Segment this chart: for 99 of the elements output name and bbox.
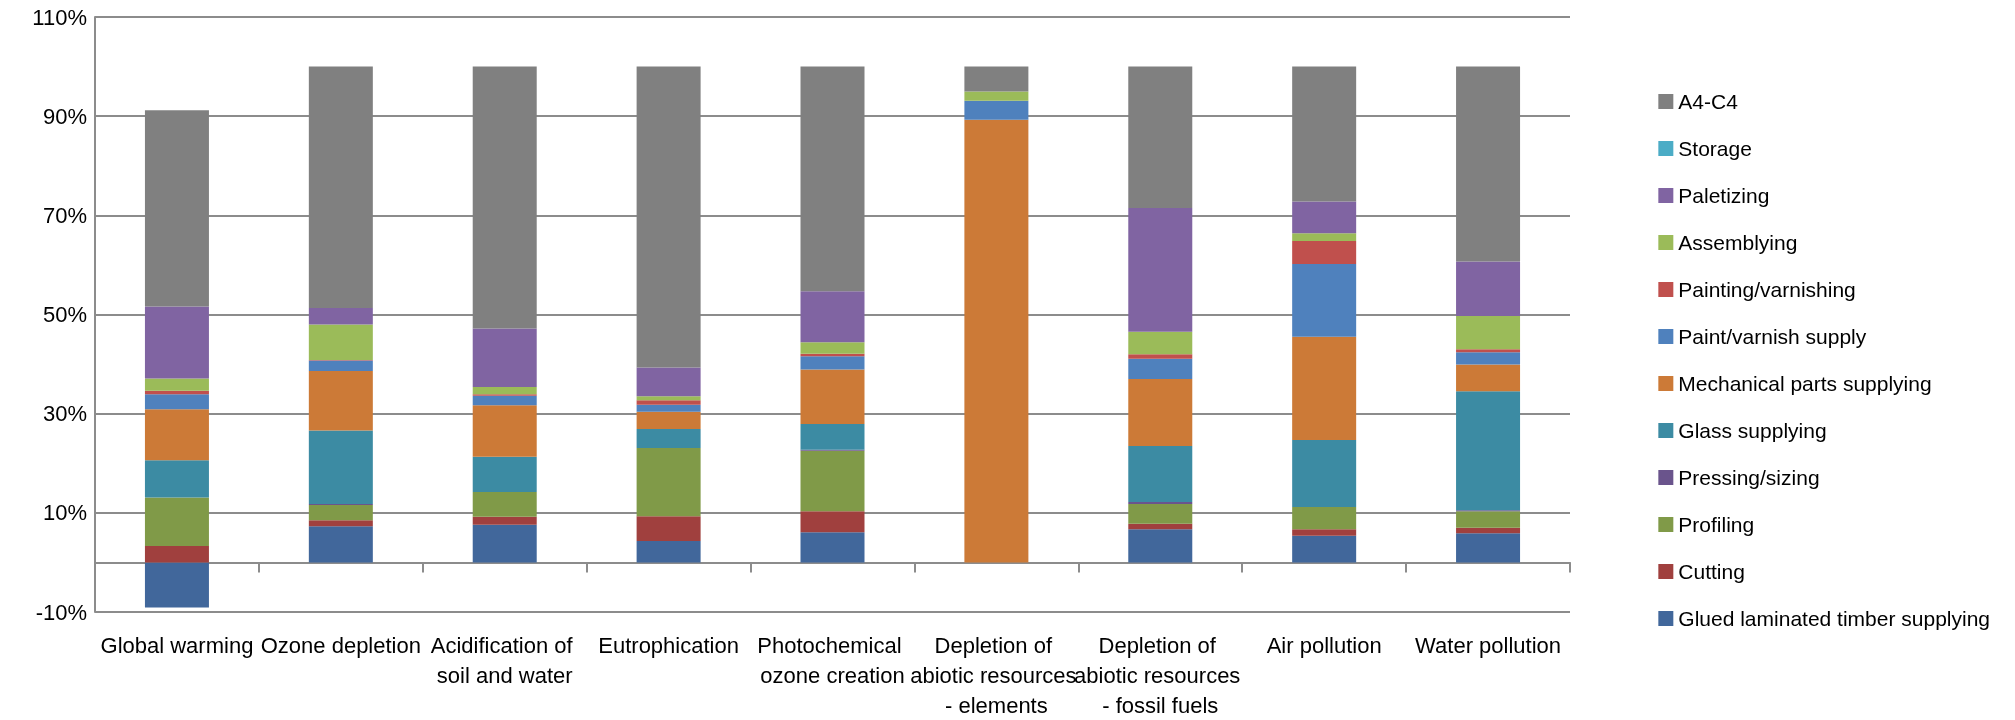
bar [964,66,1029,92]
bar [636,429,701,448]
bar [1456,391,1521,511]
y-tick-label: 30% [42,401,87,427]
bar [472,524,537,563]
legend-label: Storage [1678,137,1752,160]
bar [1292,336,1357,440]
bar [472,386,537,395]
bar [308,371,373,431]
bar [636,367,701,397]
bar [1456,364,1521,392]
y-tick-label: 50% [42,302,87,327]
bar [472,395,537,406]
bar [636,411,701,430]
y-tick-label: 70% [42,202,87,228]
bar [472,456,537,493]
bar [308,430,373,504]
bar [1456,261,1521,316]
bar [1292,241,1357,264]
legend-label: Profiling [1678,513,1755,536]
bar [636,396,701,401]
bar [144,562,209,608]
x-tick-label: Air pollution [1266,632,1382,658]
legend-label: Paletizing [1678,184,1770,207]
bar [1128,331,1193,355]
bar [1292,263,1357,337]
x-tick-label: Eutrophication [598,632,739,658]
x-tick-label: Acidification of soil and water [430,632,579,688]
bar [1128,503,1193,524]
bar [144,409,209,461]
bar [308,504,373,521]
legend-label: Painting/varnishing [1678,278,1856,301]
bar [800,356,865,370]
legend-label: Glass supplying [1678,419,1827,442]
bar [964,91,1029,101]
x-tick-label: Ozone depletion [260,632,421,658]
bar [636,516,701,542]
legend-label: Cutting [1678,560,1745,583]
legend-label: Paint/varnish supply [1678,325,1867,348]
y-tick-label: 10% [42,500,87,526]
bar [1128,445,1193,502]
y-tick-label: 110% [32,4,87,30]
bar [308,324,373,361]
bar [144,306,209,379]
legend-label: Glued laminated timber supplying [1678,607,1990,630]
bar [1128,358,1193,379]
bar [308,360,373,372]
bar [144,394,209,410]
bar [636,541,701,563]
bar [964,100,1029,120]
legend-label: Pressing/sizing [1678,466,1820,489]
x-tick-label: Water pollution [1415,632,1562,658]
bar [800,450,865,512]
legend-label: A4-C4 [1678,90,1739,113]
bar [800,291,865,343]
bar [1456,533,1521,563]
bar [800,369,865,425]
bar [472,492,537,517]
bar [472,405,537,457]
bar [144,378,209,391]
bar [308,520,373,527]
bar [144,460,209,498]
bar [1456,315,1521,350]
bar [1292,535,1357,563]
bar [1292,439,1357,507]
bar [636,404,701,412]
bar [1456,527,1521,534]
bar [964,119,1029,563]
y-tick-label: 90% [42,103,87,129]
bar [800,342,865,354]
bar [308,526,373,563]
bar [1292,529,1357,536]
bar [1128,354,1193,359]
bar [1292,233,1357,242]
bar [1292,506,1357,530]
bar [1456,349,1521,353]
bar [800,424,865,450]
bar [800,511,865,533]
bar [636,447,701,517]
bar [1456,352,1521,365]
bar [1456,511,1521,528]
bar [1292,201,1357,234]
bar [472,328,537,387]
bar [1128,207,1193,332]
bar [144,497,209,547]
bar [636,400,701,405]
bar [1128,523,1193,530]
bar [144,546,209,563]
legend-label: Assemblying [1678,231,1798,254]
bar [472,516,537,525]
bar [800,532,865,563]
x-tick-label: Depletion of abiotic resources - fossil fuels [1074,632,1247,718]
bar [1128,529,1193,563]
legend-label: Mechanical parts supplying [1678,372,1932,395]
x-tick-label: Global warming [100,632,254,658]
bar [308,308,373,325]
x-tick-label: Photochemical ozone creation [757,632,908,688]
y-tick-label: -10% [35,599,87,625]
bar [1128,378,1193,446]
